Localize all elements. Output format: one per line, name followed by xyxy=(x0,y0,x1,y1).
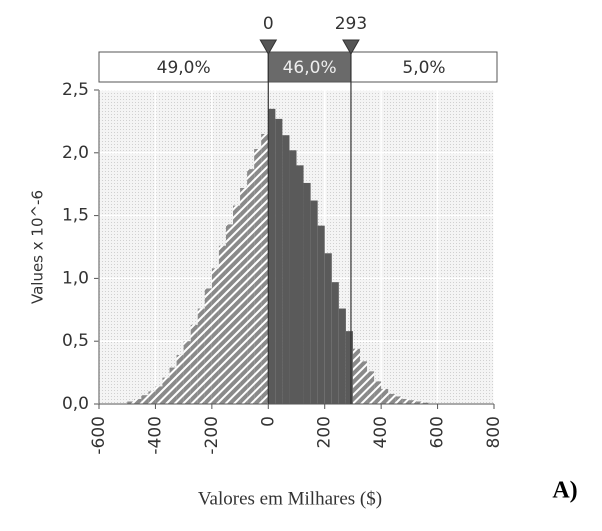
bar xyxy=(254,149,262,404)
bar xyxy=(162,377,170,404)
x-tick-label: -600 xyxy=(89,416,109,455)
bar xyxy=(134,398,142,404)
bar xyxy=(197,308,205,404)
bar xyxy=(148,391,156,404)
bar xyxy=(374,381,382,404)
bar xyxy=(416,401,424,404)
bar xyxy=(395,396,403,404)
bar xyxy=(225,224,234,404)
bar xyxy=(155,386,163,404)
bar xyxy=(233,205,241,404)
bar xyxy=(183,341,191,404)
y-tick-label: 0,0 xyxy=(62,394,89,414)
x-tick-label: 400 xyxy=(371,416,391,448)
bar xyxy=(409,400,417,404)
region-segment xyxy=(98,51,269,83)
x-axis-label: Valores em Milhares ($) xyxy=(198,488,382,509)
bar xyxy=(303,182,311,404)
bar xyxy=(388,393,396,404)
region-segment xyxy=(350,51,498,83)
bar xyxy=(317,225,325,404)
bar xyxy=(338,308,346,404)
x-tick-label: 600 xyxy=(428,416,448,448)
bar xyxy=(141,395,149,404)
bar xyxy=(289,150,297,404)
bar xyxy=(169,367,177,404)
bar xyxy=(204,288,212,404)
y-tick-label: 2,5 xyxy=(62,80,89,100)
x-tick-label: 200 xyxy=(315,416,335,448)
bar xyxy=(296,165,304,404)
bar xyxy=(423,402,431,404)
delimiter-marker xyxy=(342,39,360,56)
region-label: 49,0% xyxy=(157,58,211,78)
bar xyxy=(211,268,219,404)
region-label: 46,0% xyxy=(283,58,337,78)
region-segment xyxy=(267,51,352,83)
panel-label: A) xyxy=(552,478,577,504)
bar xyxy=(310,200,318,404)
y-axis-label: Values x 10^-6 xyxy=(29,190,47,304)
bar xyxy=(402,398,410,404)
y-tick-label: 0,5 xyxy=(62,331,89,351)
x-tick-label: -400 xyxy=(145,416,165,455)
bar xyxy=(381,388,389,404)
bar xyxy=(352,348,360,404)
bar xyxy=(261,133,269,404)
bar xyxy=(282,135,290,404)
region-label: 5,0% xyxy=(402,58,445,78)
bar xyxy=(176,355,184,404)
x-tick-label: 800 xyxy=(484,416,504,448)
bar xyxy=(275,118,283,404)
delimiter-marker xyxy=(259,39,278,56)
delimiter-label: 293 xyxy=(335,14,367,34)
bar xyxy=(247,169,255,404)
y-tick-label: 1,0 xyxy=(62,268,89,288)
bar xyxy=(218,245,226,404)
bar xyxy=(190,324,198,404)
bar xyxy=(367,371,375,404)
bar xyxy=(268,108,276,404)
x-tick-label: -200 xyxy=(202,416,222,455)
x-tick-label: 0 xyxy=(258,416,278,427)
bar xyxy=(331,282,339,404)
bar xyxy=(240,187,248,404)
bar xyxy=(324,253,332,404)
bar xyxy=(345,331,353,404)
y-tick-label: 2,0 xyxy=(62,143,89,163)
delimiter-label: 0 xyxy=(263,14,274,34)
bar xyxy=(127,401,135,404)
bar xyxy=(359,361,368,404)
y-tick-label: 1,5 xyxy=(62,206,89,226)
